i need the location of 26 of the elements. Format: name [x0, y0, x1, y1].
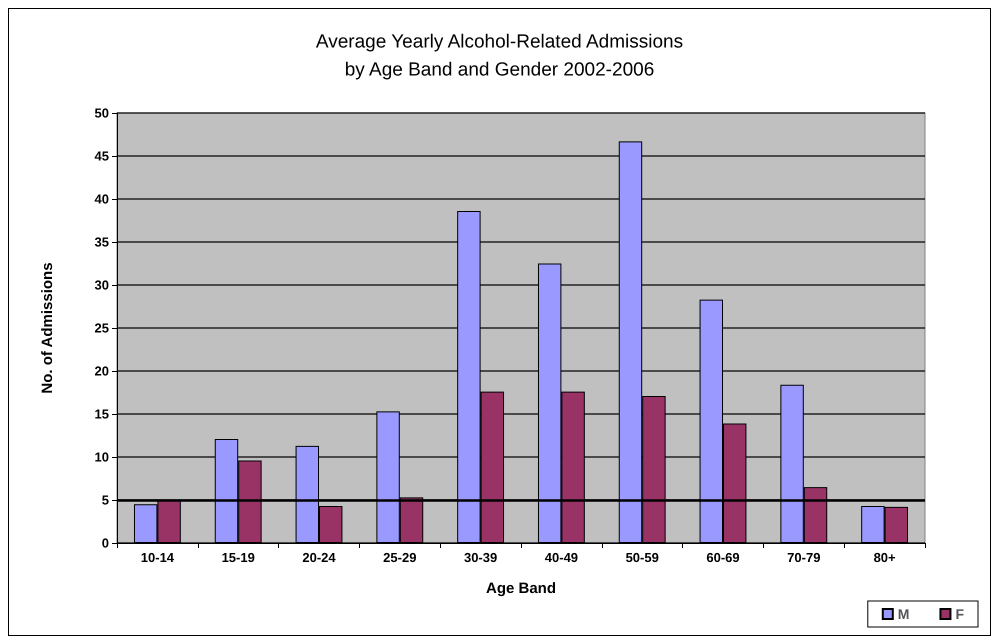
y-tick-label: 20 — [94, 364, 109, 378]
x-tick-label: 25-29 — [383, 550, 416, 565]
y-tick-label: 0 — [102, 536, 109, 550]
x-tick-label: 15-19 — [222, 550, 255, 565]
x-tick-label: 10-14 — [140, 550, 175, 565]
y-tick-label: 10 — [94, 450, 109, 464]
y-tick-label: 25 — [94, 320, 109, 336]
x-tick-label: 70-79 — [787, 550, 820, 565]
y-tick-label: 15 — [94, 406, 109, 422]
x-tick-label: 40-49 — [544, 550, 578, 565]
y-axis-title: No. of Admissions — [39, 262, 56, 394]
chart-title: Average Yearly Alcohol-Related Admissions by Age Band and Gender 2002-2006 — [316, 32, 684, 80]
legend-label: M — [898, 606, 910, 622]
x-tick-label: 80+ — [874, 550, 896, 565]
x-tick-label: 60-69 — [706, 550, 740, 565]
y-tick-label: 45 — [94, 148, 109, 164]
y-tick-label: 40 — [94, 192, 109, 206]
y-tick-label: 30 — [94, 278, 109, 292]
y-tick-label: 50 — [94, 106, 109, 120]
legend-label: F — [955, 606, 964, 622]
y-tick-label: 35 — [94, 234, 109, 250]
x-axis-title: Age Band — [486, 580, 556, 597]
y-tick-label: 5 — [102, 492, 109, 508]
x-tick-label: 30-39 — [464, 550, 498, 565]
x-tick-label: 20-24 — [302, 550, 336, 565]
x-tick-label: 50-59 — [626, 550, 659, 565]
